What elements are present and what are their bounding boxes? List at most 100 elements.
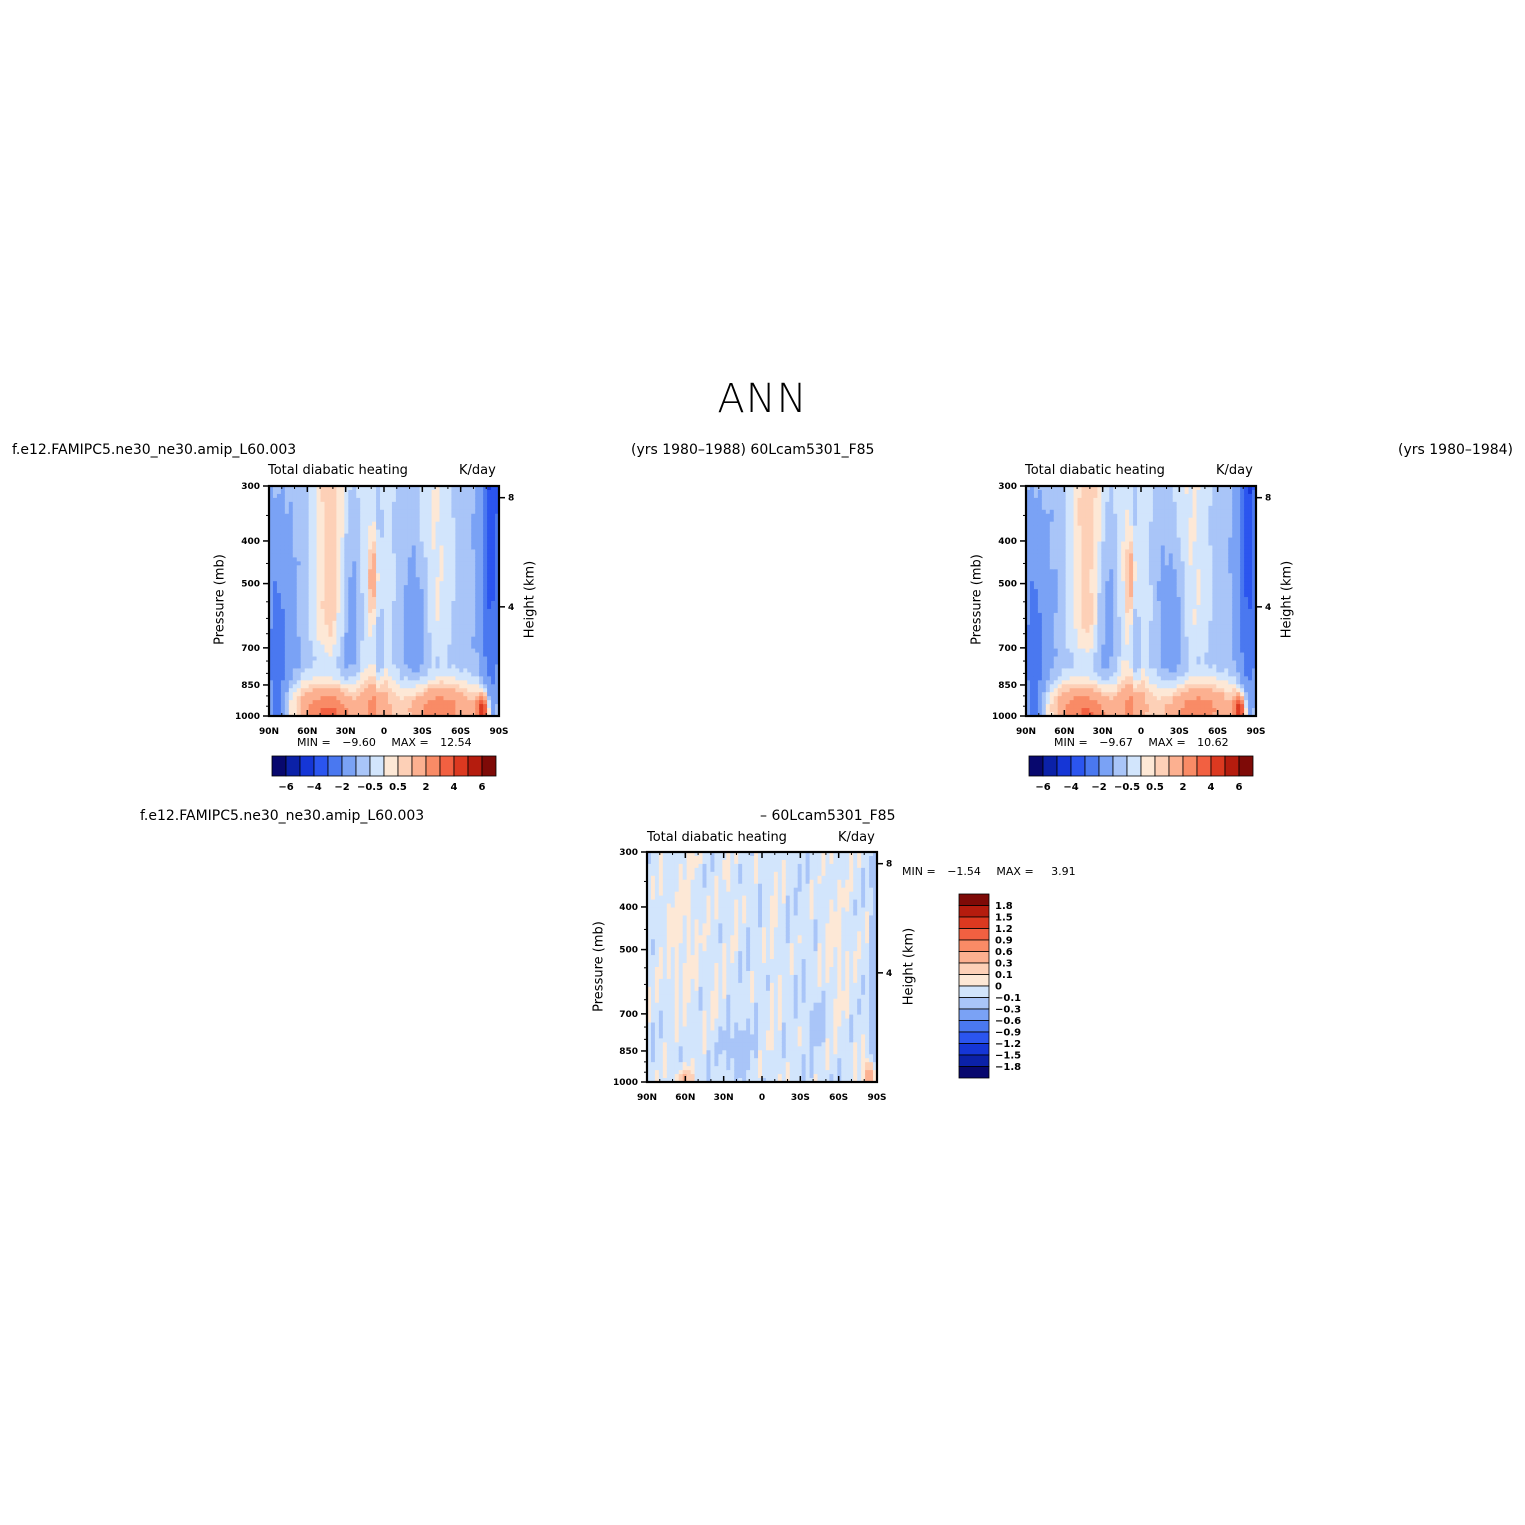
field-cell bbox=[1081, 517, 1087, 523]
field-cell bbox=[300, 636, 306, 642]
field-cell bbox=[344, 521, 349, 527]
field-cell bbox=[455, 581, 460, 586]
field-cell bbox=[1101, 525, 1106, 531]
field-cell bbox=[272, 517, 278, 523]
field-cell bbox=[443, 684, 449, 689]
field-cell bbox=[364, 656, 369, 662]
field-cell bbox=[269, 708, 274, 713]
field-cell bbox=[387, 545, 393, 551]
field-cell bbox=[332, 521, 338, 527]
field-cell bbox=[435, 648, 441, 654]
field-cell bbox=[284, 612, 290, 618]
field-cell bbox=[332, 616, 338, 622]
field-cell bbox=[487, 597, 492, 602]
field-cell bbox=[411, 692, 417, 697]
field-cell bbox=[384, 489, 389, 495]
field-cell bbox=[403, 660, 409, 666]
field-cell bbox=[483, 597, 488, 602]
field-cell bbox=[1057, 573, 1063, 578]
field-cell bbox=[471, 517, 476, 523]
field-cell bbox=[1069, 581, 1075, 586]
field-cell bbox=[352, 593, 357, 598]
field-cell bbox=[284, 608, 290, 614]
field-cell bbox=[312, 704, 318, 709]
field-cell bbox=[1081, 604, 1087, 610]
field-cell bbox=[384, 704, 389, 709]
field-cell bbox=[344, 553, 349, 558]
field-cell bbox=[443, 509, 449, 515]
field-cell bbox=[455, 541, 460, 547]
field-cell bbox=[352, 497, 357, 503]
field-cell bbox=[483, 640, 488, 646]
field-cell bbox=[320, 644, 326, 650]
field-cell bbox=[1029, 632, 1035, 638]
field-cell bbox=[300, 628, 306, 634]
field-cell bbox=[336, 616, 341, 622]
field-cell bbox=[1093, 533, 1098, 539]
field-cell bbox=[284, 676, 290, 681]
field-cell bbox=[344, 668, 349, 673]
field-cell bbox=[352, 501, 357, 507]
field-cell bbox=[1085, 660, 1091, 666]
field-cell bbox=[1077, 632, 1083, 638]
field-cell bbox=[340, 545, 345, 551]
field-cell bbox=[1033, 597, 1039, 602]
field-cell bbox=[427, 628, 433, 634]
field-cell bbox=[1101, 593, 1106, 598]
field-cell bbox=[380, 684, 385, 689]
field-cell bbox=[483, 517, 488, 523]
field-cell bbox=[280, 553, 286, 558]
field-cell bbox=[272, 676, 278, 681]
field-cell bbox=[1105, 676, 1110, 681]
field-cell bbox=[288, 517, 294, 523]
field-cell bbox=[407, 505, 413, 511]
field-cell bbox=[1073, 708, 1079, 713]
field-cell bbox=[1053, 692, 1059, 697]
field-cell bbox=[431, 486, 437, 491]
field-cell bbox=[372, 644, 377, 650]
field-cell bbox=[1125, 525, 1130, 531]
field-cell bbox=[435, 636, 441, 642]
field-cell bbox=[395, 513, 401, 519]
field-cell bbox=[1113, 593, 1118, 598]
field-cell bbox=[1033, 513, 1039, 519]
field-cell bbox=[471, 545, 476, 551]
field-cell bbox=[415, 486, 421, 491]
field-cell bbox=[1077, 513, 1083, 519]
field-cell bbox=[415, 597, 421, 602]
field-cell bbox=[372, 593, 377, 598]
field-cell bbox=[332, 608, 338, 614]
field-cell bbox=[356, 680, 361, 685]
field-cell bbox=[348, 656, 353, 662]
field-cell bbox=[1033, 704, 1039, 709]
field-cell bbox=[300, 692, 306, 697]
field-cell bbox=[1085, 700, 1091, 705]
field-cell bbox=[336, 620, 341, 626]
field-cell bbox=[1113, 612, 1118, 618]
field-cell bbox=[316, 517, 322, 523]
field-cell bbox=[1093, 601, 1098, 606]
field-cell bbox=[1085, 553, 1091, 558]
field-cell bbox=[1057, 525, 1063, 531]
field-cell bbox=[435, 601, 441, 606]
field-cell bbox=[316, 668, 322, 673]
field-cell bbox=[443, 493, 449, 499]
field-cell bbox=[391, 604, 397, 610]
field-cell bbox=[300, 553, 306, 558]
field-cell bbox=[415, 541, 421, 547]
field-cell bbox=[324, 608, 330, 614]
field-cell bbox=[1029, 537, 1035, 543]
field-cell bbox=[1033, 648, 1039, 654]
field-cell bbox=[320, 696, 326, 701]
field-cell bbox=[344, 660, 349, 666]
field-cell bbox=[384, 553, 389, 558]
field-cell bbox=[451, 616, 456, 622]
field-cell bbox=[360, 577, 365, 582]
field-cell bbox=[1121, 577, 1126, 582]
field-cell bbox=[312, 628, 318, 634]
field-cell bbox=[368, 628, 373, 634]
panel2-units: K/day bbox=[1216, 463, 1253, 478]
x-tick-label: 60S bbox=[451, 727, 470, 737]
field-cell bbox=[447, 708, 453, 713]
field-cell bbox=[467, 549, 472, 555]
